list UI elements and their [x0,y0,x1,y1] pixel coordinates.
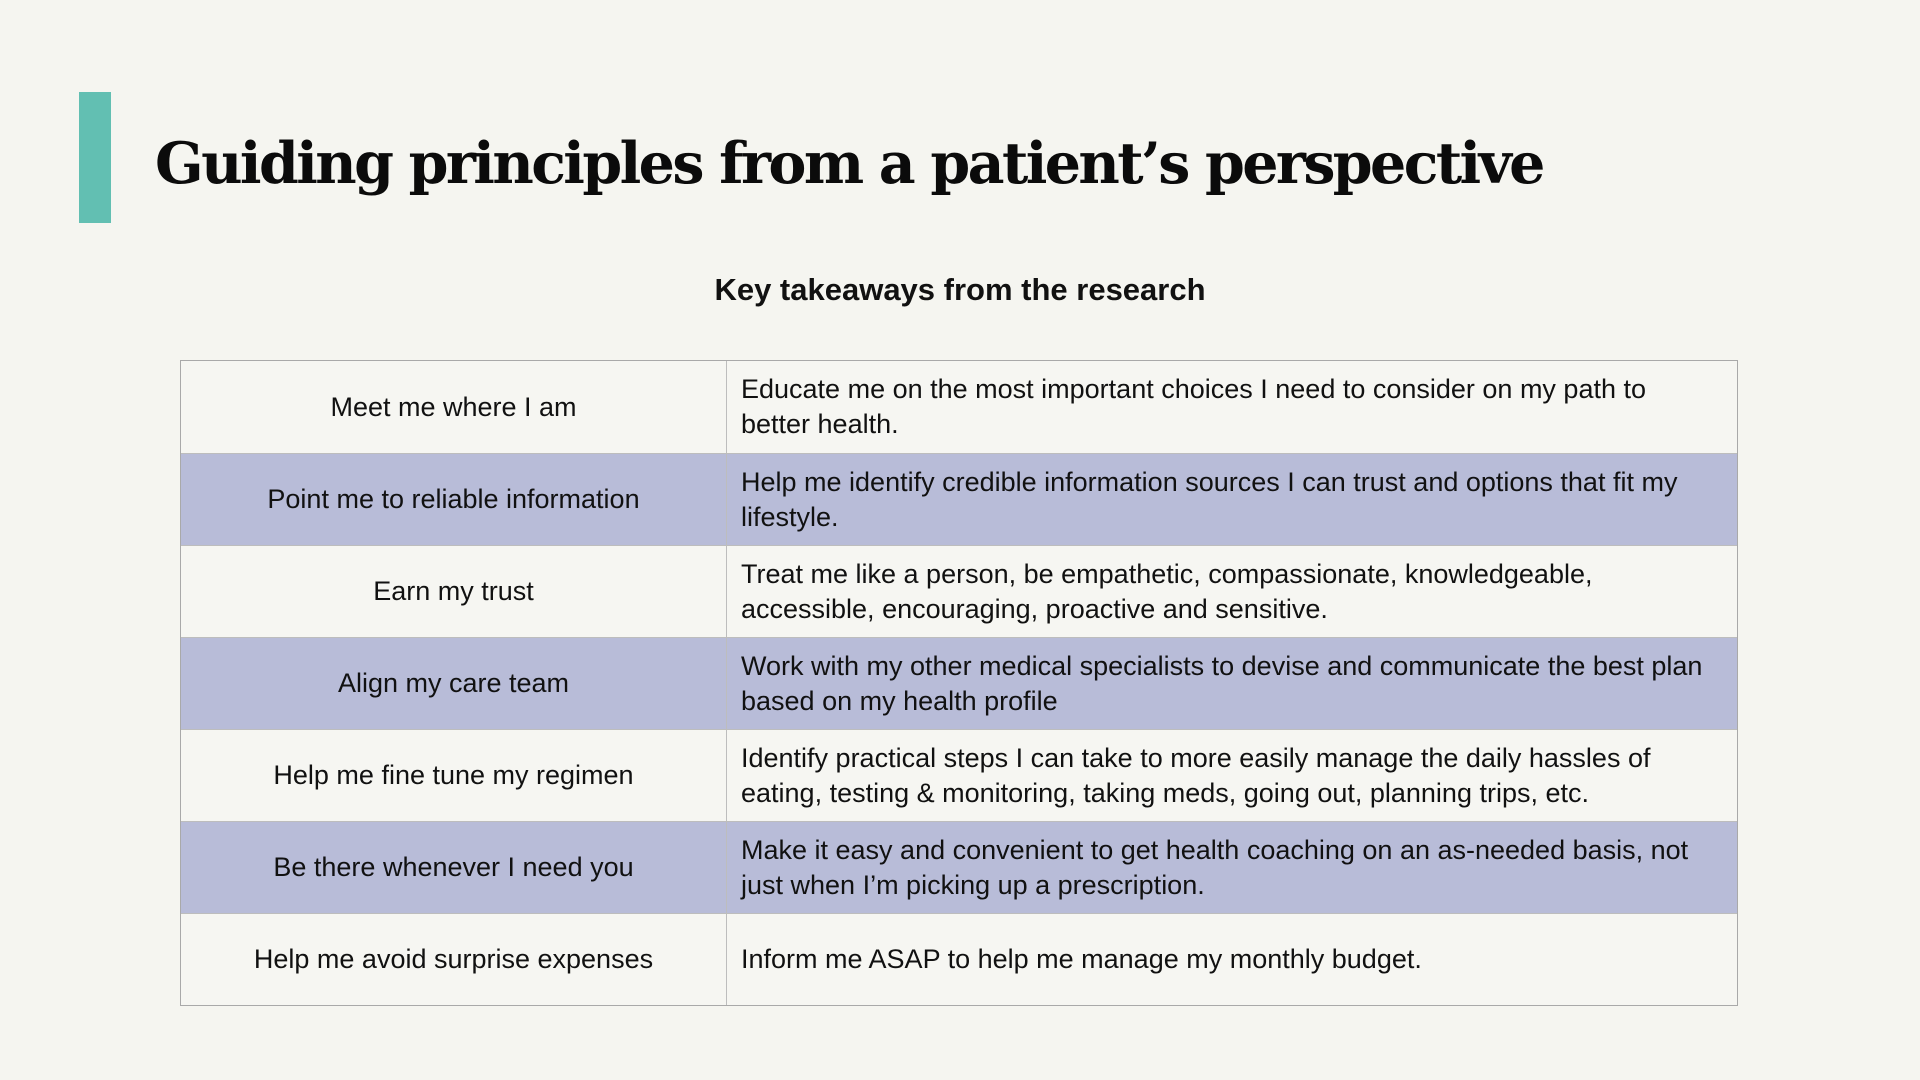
table-row: Help me fine tune my regimen Identify pr… [181,729,1737,821]
detail-cell: Make it easy and convenient to get healt… [741,834,1689,900]
table-row: Meet me where I am Educate me on the mos… [181,361,1737,453]
principle-cell: Align my care team [181,638,727,729]
principle-cell: Meet me where I am [181,361,727,453]
detail-cell: Identify practical steps I can take to m… [741,742,1651,808]
principle-cell: Help me fine tune my regimen [181,730,727,821]
table-row: Align my care team Work with my other me… [181,637,1737,729]
detail-cell: Work with my other medical specialists t… [741,650,1703,716]
detail-cell: Inform me ASAP to help me manage my mont… [741,944,1422,974]
principle-cell: Help me avoid surprise expenses [181,914,727,1005]
principle-cell: Point me to reliable information [181,454,727,545]
principle-cell: Be there whenever I need you [181,822,727,913]
detail-cell: Treat me like a person, be empathetic, c… [741,558,1593,624]
principles-table: Meet me where I am Educate me on the mos… [180,360,1738,1006]
principle-cell: Earn my trust [181,546,727,637]
table-row: Help me avoid surprise expenses Inform m… [181,913,1737,1005]
table-row: Point me to reliable information Help me… [181,453,1737,545]
table-subtitle: Key takeaways from the research [714,272,1206,307]
detail-cell: Educate me on the most important choices… [741,374,1647,439]
table-row: Earn my trust Treat me like a person, be… [181,545,1737,637]
detail-cell: Help me identify credible information so… [741,466,1678,532]
table-row: Be there whenever I need you Make it eas… [181,821,1737,913]
title-accent-bar [79,92,111,223]
slide-title: Guiding principles from a patient’s pers… [155,130,1545,197]
